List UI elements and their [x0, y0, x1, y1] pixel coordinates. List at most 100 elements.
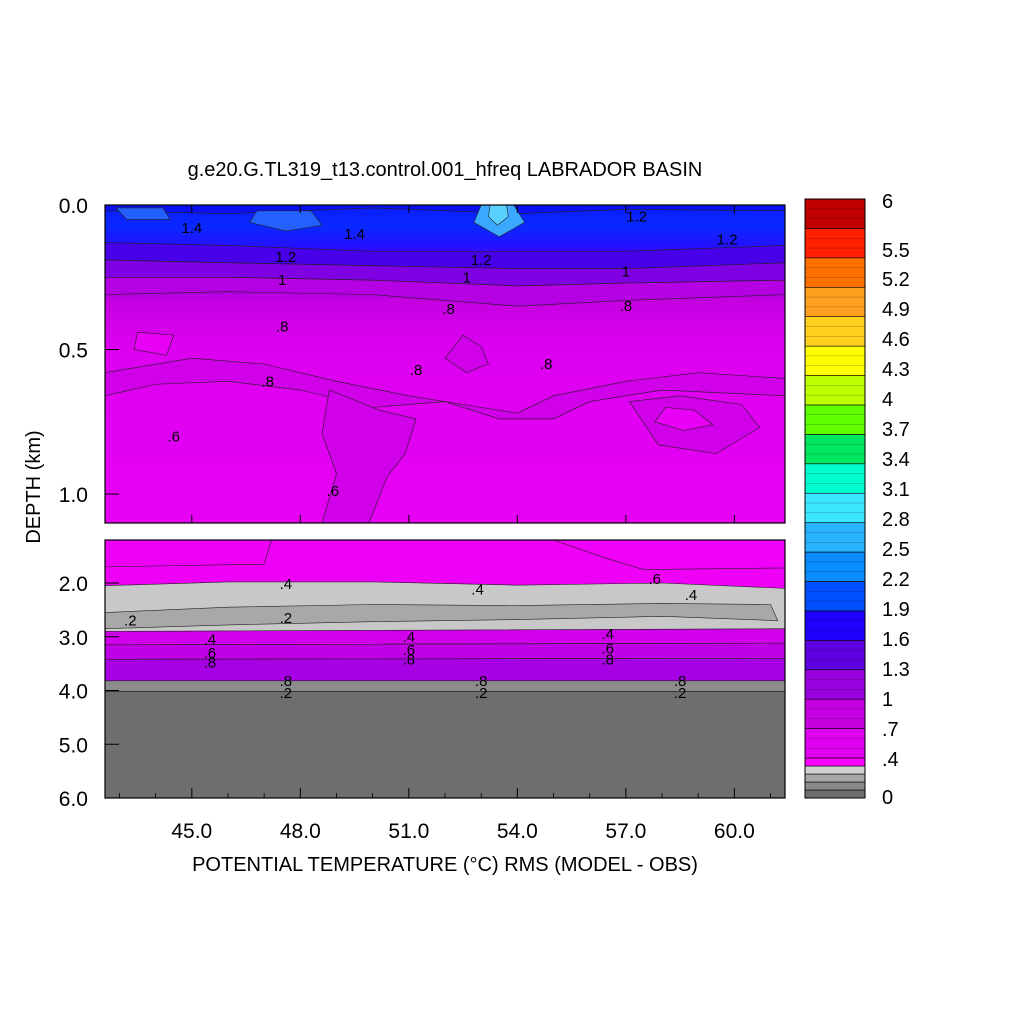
mid-depth-tongue: [321, 389, 417, 524]
colorbar-label: 4.3: [882, 359, 910, 381]
chart-title: g.e20.G.TL319_t13.control.001_hfreq LABR…: [188, 159, 703, 181]
colorbar-swatch: [804, 551, 866, 582]
y-tick-label: 1.0: [59, 484, 88, 507]
x-axis: 45.0 48.0 51.0 54.0 57.0 60.0: [119, 205, 771, 843]
y-tick-label: 6.0: [59, 788, 88, 811]
colorbar-swatch: [804, 316, 866, 347]
contour-label: 1.2: [275, 249, 296, 266]
contour-label: .6: [204, 645, 217, 662]
minimum-rms-band: [104, 603, 779, 629]
colorbar-label: 5.2: [882, 269, 910, 291]
contour-label: .6: [167, 428, 180, 445]
contour-label: .4: [471, 581, 484, 598]
colorbar-swatch: [804, 257, 866, 288]
contour-label: .8: [602, 651, 615, 668]
colorbar-swatch: [804, 669, 866, 700]
colorbar-swatch: [804, 789, 866, 799]
colorbar: [804, 198, 866, 799]
colorbar-label: .7: [882, 719, 899, 741]
contour-label: .4: [685, 587, 698, 604]
contour-label: .8: [276, 318, 289, 335]
y-tick-label: 3.0: [59, 627, 88, 650]
x-tick-label: 45.0: [171, 820, 212, 843]
colorbar-label: 4: [882, 389, 893, 411]
contour-label: .2: [280, 610, 293, 627]
contour-label: 1: [278, 272, 286, 289]
contour-label: .8: [620, 298, 633, 315]
colorbar-swatch: [804, 198, 866, 229]
lower-panel: .4.2.2.4.6.8.4.6.8.4.6.8.4.6.4.8.2.8.2.8…: [59, 539, 786, 811]
colorbar-swatch: [804, 375, 866, 406]
contour-label: .6: [602, 641, 615, 658]
colorbar-label: 4.9: [882, 299, 910, 321]
colorbar-swatch: [804, 765, 866, 775]
colorbar-swatch: [804, 463, 866, 494]
contour-label: .4: [403, 629, 416, 646]
colorbar-label: 1.9: [882, 599, 910, 621]
x-tick-label: 57.0: [605, 820, 646, 843]
colorbar-label: 2.5: [882, 539, 910, 561]
x-tick-label: 51.0: [388, 820, 429, 843]
contour-label: 1.2: [471, 252, 492, 269]
colorbar-swatch: [804, 581, 866, 612]
colorbar-swatch: [804, 434, 866, 465]
x-tick-label: 60.0: [714, 820, 755, 843]
contour-label: .2: [674, 685, 687, 702]
contour-label: .8: [442, 301, 455, 318]
y-tick-label: 5.0: [59, 734, 88, 757]
contour-label: .8: [403, 651, 416, 668]
colorbar-label: 1.3: [882, 659, 910, 681]
contour-label: .8: [475, 673, 488, 690]
shallow-band: [104, 539, 272, 568]
colorbar-swatch: [804, 492, 866, 523]
y-tick-label: 0.5: [59, 340, 88, 363]
upper-plot-frame: [104, 204, 786, 524]
mid-depth-patch: [444, 334, 489, 374]
high-rms-patch: [115, 207, 171, 220]
contour-label: 1.4: [344, 226, 365, 243]
colorbar-label: 2.2: [882, 569, 910, 591]
upper-y-axis: 0.0 0.5 1.0: [59, 195, 119, 507]
upper-contour-shapes: [104, 204, 786, 524]
colorbar-label: 4.6: [882, 329, 910, 351]
seafloor-mask: [104, 691, 786, 799]
small-patch: [133, 331, 175, 356]
high-rms-patch: [249, 210, 323, 232]
colorbar-labels: 6 5.5 5.2 4.9 4.6 4.3 4 3.7 3.4 3.1 2.8 2.5 2.2 1.9 1.…: [882, 191, 910, 809]
colorbar-swatch: [804, 286, 866, 317]
colorbar-swatch: [804, 404, 866, 435]
colorbar-swatch: [804, 728, 866, 759]
contour-label: .8: [280, 673, 293, 690]
contour-label: .8: [410, 362, 423, 379]
colorbar-swatch: [804, 640, 866, 671]
colorbar-swatch: [804, 781, 866, 791]
contour-label: .8: [540, 356, 553, 373]
colorbar-label: 3.7: [882, 419, 910, 441]
contour-label: 1.4: [181, 220, 202, 237]
colorbar-label: 2.8: [882, 509, 910, 531]
colorbar-swatch: [804, 773, 866, 783]
colorbar-swatch: [804, 698, 866, 729]
colorbar-frame: [804, 198, 866, 799]
colorbar-label: 3.1: [882, 479, 910, 501]
x-tick-label: 54.0: [497, 820, 538, 843]
colorbar-label: 1: [882, 689, 893, 711]
contour-label: .8: [204, 655, 217, 672]
contour-label: 1.2: [626, 209, 647, 226]
contour-label: .6: [649, 571, 662, 588]
colorbar-label: 0: [882, 787, 893, 809]
colorbar-label: 1.6: [882, 629, 910, 651]
contour-label: .2: [475, 685, 488, 702]
upper-contour-labels: 1.41.21.8.8.6.61.41.21.8.8.81.21.81.2: [167, 209, 737, 501]
colorbar-swatch: [804, 610, 866, 641]
contour-label: .6: [327, 483, 340, 500]
colorbar-label: .4: [882, 749, 899, 771]
lower-y-axis: 2.0 3.0 4.0 5.0 6.0: [59, 573, 119, 811]
mid-depth-patch-inner: [654, 407, 714, 431]
contour-label: 1: [622, 263, 630, 280]
colorbar-swatch: [804, 757, 866, 767]
contour-label: .2: [124, 613, 137, 630]
contour-label: .2: [280, 685, 293, 702]
contour-label: .4: [204, 631, 217, 648]
